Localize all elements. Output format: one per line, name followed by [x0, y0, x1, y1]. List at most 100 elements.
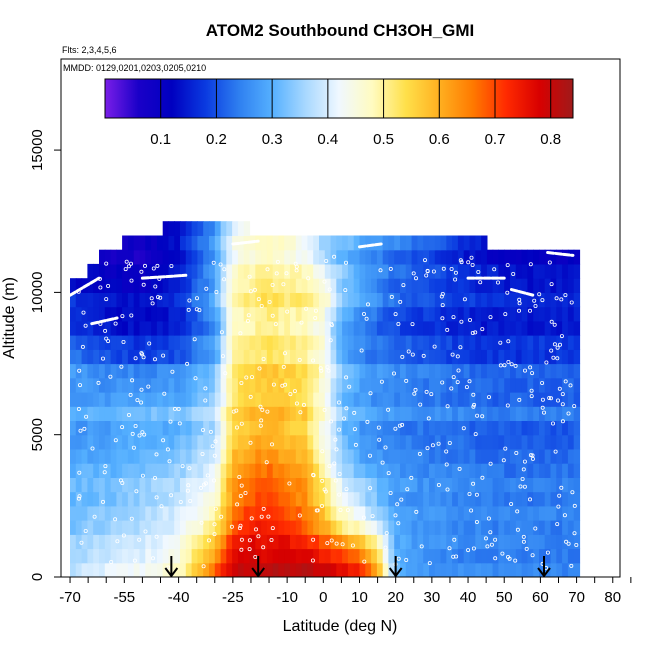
heatmap-cell [342, 477, 349, 493]
heatmap-cell [220, 306, 227, 322]
sample-marker [421, 353, 426, 358]
heatmap-cell [417, 505, 424, 521]
heatmap-cell [429, 306, 436, 322]
heatmap-cell [290, 306, 297, 322]
heatmap-cell [116, 278, 123, 293]
heatmap-cell [533, 477, 540, 493]
heatmap-cell [562, 406, 569, 421]
heatmap-cell [278, 235, 285, 251]
sample-marker [113, 517, 118, 522]
heatmap-cell [249, 520, 256, 535]
heatmap-cell [562, 349, 569, 365]
heatmap-cell [81, 434, 88, 450]
heatmap-cell [75, 534, 83, 550]
heatmap-cell [122, 420, 129, 436]
heatmap-cell [191, 221, 198, 236]
heatmap-cell [87, 548, 94, 564]
heatmap-cell [139, 477, 146, 493]
heatmap-cell [133, 377, 141, 393]
heatmap-cell [139, 420, 146, 436]
sample-marker [84, 414, 89, 419]
heatmap-cell [423, 491, 430, 507]
heatmap-cell [313, 292, 320, 308]
heatmap-cell [434, 505, 442, 521]
heatmap-cell [567, 534, 575, 550]
sample-marker [281, 364, 286, 369]
heatmap-cell [457, 420, 465, 436]
heatmap-cell [515, 392, 523, 407]
heatmap-cell [521, 263, 528, 279]
heatmap-cell [209, 505, 216, 521]
heatmap-cell [376, 249, 384, 265]
heatmap-cell [573, 349, 581, 365]
heatmap-cell [365, 292, 372, 308]
sample-marker [201, 564, 206, 569]
heatmap-cell [411, 377, 418, 393]
sample-marker [466, 260, 471, 265]
sample-marker [337, 471, 342, 476]
heatmap-cell [93, 363, 100, 379]
heatmap-cell [481, 320, 488, 336]
heatmap-cell [440, 420, 447, 436]
heatmap-cell [550, 548, 557, 564]
sample-marker [332, 461, 337, 466]
heatmap-cell [567, 477, 575, 493]
sample-marker [559, 485, 564, 490]
heatmap-cell [261, 534, 268, 550]
heatmap-cell [440, 306, 447, 322]
heatmap-cell [429, 392, 436, 407]
sample-marker [123, 267, 128, 272]
heatmap-cell [93, 406, 100, 421]
heatmap-cell [382, 392, 390, 407]
heatmap-cell [301, 306, 308, 322]
heatmap-cell [197, 363, 204, 379]
heatmap-cell [330, 463, 337, 478]
heatmap-cell [533, 249, 540, 265]
heatmap-cell [70, 377, 77, 393]
heatmap-cell [365, 491, 372, 507]
sample-marker [488, 530, 493, 535]
sample-marker [498, 363, 503, 368]
heatmap-cell [237, 335, 245, 350]
heatmap-cell [214, 249, 222, 265]
heatmap-cell [556, 434, 563, 450]
sample-marker [396, 556, 401, 561]
heatmap-cell [220, 477, 227, 493]
sample-marker [459, 319, 464, 324]
sample-marker [211, 478, 216, 483]
sample-marker [234, 425, 239, 430]
sample-marker [470, 330, 475, 335]
heatmap-cell [515, 349, 523, 365]
sample-marker [566, 541, 571, 546]
heatmap-cell [486, 420, 494, 436]
heatmap-cell [452, 335, 459, 350]
sample-marker [566, 411, 571, 416]
heatmap-cell [556, 406, 563, 421]
heatmap-cell [110, 278, 117, 293]
sample-marker [129, 278, 134, 283]
heatmap-cell [452, 392, 459, 407]
sample-marker [119, 364, 124, 369]
heatmap-cell [434, 463, 442, 478]
heatmap-cell [70, 477, 77, 493]
heatmap-cell [388, 534, 395, 550]
heatmap-cell [70, 349, 77, 365]
sample-marker [480, 475, 485, 480]
heatmap-cell [180, 477, 187, 493]
heatmap-cell [376, 434, 384, 450]
heatmap-cell [180, 377, 187, 393]
heatmap-cell [556, 377, 563, 393]
sample-marker [297, 513, 302, 518]
heatmap-cell [457, 548, 465, 564]
heatmap-cell [353, 320, 361, 336]
sample-marker [193, 376, 198, 381]
heatmap-cell [70, 491, 77, 507]
sample-marker [326, 368, 331, 373]
sample-marker [560, 392, 565, 397]
heatmap-cell [319, 363, 326, 379]
sample-marker [340, 542, 345, 547]
heatmap-cell [243, 349, 251, 365]
heatmap-cell [284, 520, 291, 535]
heatmap-cell [232, 562, 239, 577]
sample-marker [361, 311, 366, 316]
